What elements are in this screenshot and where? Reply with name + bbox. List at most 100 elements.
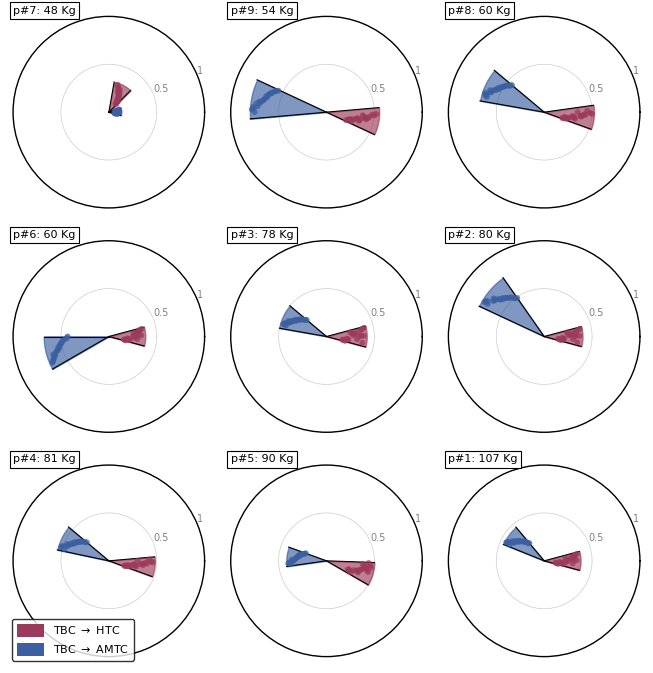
Point bbox=[344, 565, 355, 576]
Point bbox=[111, 108, 121, 118]
Point bbox=[556, 557, 567, 568]
Point bbox=[291, 553, 301, 563]
Point bbox=[498, 293, 508, 304]
Point bbox=[48, 355, 59, 365]
Point bbox=[357, 324, 368, 334]
Point bbox=[111, 106, 121, 116]
Point bbox=[285, 317, 295, 328]
Point bbox=[63, 331, 73, 342]
Point bbox=[119, 334, 130, 345]
Point bbox=[337, 334, 347, 345]
Point bbox=[509, 537, 519, 548]
Point bbox=[289, 555, 299, 565]
Point bbox=[287, 555, 297, 565]
Point bbox=[55, 340, 65, 351]
Point bbox=[500, 81, 511, 92]
Point bbox=[479, 297, 490, 308]
Point bbox=[502, 293, 512, 304]
Point bbox=[109, 108, 119, 118]
Point bbox=[353, 326, 363, 337]
Point bbox=[358, 322, 369, 333]
Point bbox=[297, 314, 308, 325]
Point bbox=[112, 105, 123, 116]
Point bbox=[580, 110, 590, 120]
Point bbox=[551, 558, 562, 569]
Point bbox=[114, 106, 125, 117]
Point bbox=[565, 112, 576, 122]
Point bbox=[482, 295, 492, 306]
Point bbox=[302, 314, 312, 325]
Point bbox=[366, 563, 376, 573]
Point bbox=[112, 79, 123, 90]
Point bbox=[345, 327, 355, 338]
Point bbox=[48, 356, 58, 367]
Point bbox=[518, 536, 528, 547]
Text: p#5: 90 Kg: p#5: 90 Kg bbox=[231, 454, 293, 464]
Point bbox=[264, 89, 274, 100]
Point bbox=[114, 90, 124, 100]
Point bbox=[120, 335, 131, 346]
Point bbox=[131, 329, 141, 340]
Point bbox=[113, 106, 123, 116]
Point bbox=[271, 85, 281, 96]
Point bbox=[112, 108, 123, 118]
Point bbox=[63, 540, 74, 551]
Point bbox=[50, 349, 61, 360]
Point bbox=[270, 86, 280, 97]
Point bbox=[111, 97, 121, 108]
Point bbox=[582, 105, 592, 116]
Point bbox=[563, 328, 573, 339]
Point bbox=[114, 89, 125, 100]
Point bbox=[134, 325, 144, 336]
Point bbox=[558, 333, 568, 344]
Point bbox=[257, 96, 268, 106]
Point bbox=[569, 555, 579, 565]
Point bbox=[554, 334, 564, 345]
Point bbox=[293, 551, 304, 561]
Point bbox=[557, 332, 567, 343]
Point bbox=[114, 105, 125, 116]
Point bbox=[483, 299, 493, 310]
Point bbox=[553, 559, 564, 569]
Point bbox=[501, 537, 511, 548]
Point bbox=[144, 554, 154, 565]
Point bbox=[110, 108, 121, 119]
Text: $\Delta\tau$: $\Delta\tau$ bbox=[233, 106, 251, 118]
Point bbox=[293, 551, 303, 562]
Point bbox=[121, 333, 132, 344]
Point bbox=[566, 552, 577, 563]
Point bbox=[135, 559, 146, 569]
Point bbox=[565, 329, 576, 340]
Point bbox=[126, 560, 136, 571]
Point bbox=[507, 537, 518, 548]
Point bbox=[111, 98, 121, 109]
Point bbox=[360, 113, 370, 124]
Point bbox=[488, 295, 498, 306]
Point bbox=[522, 537, 532, 548]
Point bbox=[288, 555, 298, 566]
Point bbox=[267, 87, 278, 98]
Point bbox=[279, 318, 289, 329]
Point bbox=[556, 334, 566, 345]
Point bbox=[585, 108, 596, 118]
Point bbox=[280, 318, 291, 328]
Point bbox=[562, 113, 573, 124]
Point bbox=[293, 314, 304, 325]
Point bbox=[342, 333, 352, 344]
Point bbox=[353, 565, 363, 575]
Point bbox=[560, 553, 570, 564]
Point bbox=[131, 328, 141, 339]
Point bbox=[135, 324, 145, 335]
Point bbox=[74, 536, 84, 547]
Point bbox=[48, 349, 59, 360]
Point bbox=[354, 116, 364, 127]
Point bbox=[114, 84, 125, 95]
Text: p#4: 81 Kg: p#4: 81 Kg bbox=[13, 454, 76, 464]
Point bbox=[291, 316, 301, 326]
Point bbox=[568, 328, 579, 339]
Point bbox=[114, 104, 124, 115]
Point bbox=[569, 112, 580, 123]
Point bbox=[57, 336, 67, 347]
Point bbox=[500, 293, 511, 304]
Point bbox=[343, 334, 353, 345]
